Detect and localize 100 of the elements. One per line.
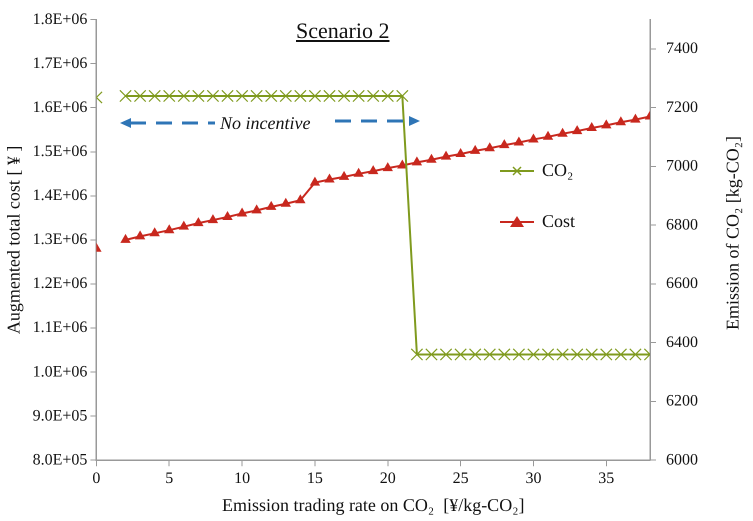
point (426, 154, 436, 163)
y-tick-label: 1.0E+06 (32, 363, 88, 380)
x-tick-label: 15 (306, 470, 323, 488)
point (178, 90, 190, 102)
point (600, 348, 613, 361)
point (148, 90, 161, 102)
point (425, 348, 438, 361)
point (208, 214, 218, 224)
y-tick-label: 1.6E+06 (32, 98, 88, 116)
point (514, 137, 524, 146)
y-tick-label: 1.8E+06 (32, 10, 88, 28)
point (164, 224, 174, 234)
point (222, 211, 232, 220)
x-tick-label: 25 (452, 470, 469, 488)
x-tick-label: 10 (234, 470, 250, 488)
x-tick-label: 30 (525, 470, 542, 488)
point (614, 348, 628, 361)
point (585, 348, 598, 361)
y-tick-label: 1.2E+06 (32, 275, 88, 292)
y2-tick-label: 6400 (666, 334, 698, 351)
point (192, 90, 205, 102)
point (236, 90, 248, 102)
point (280, 90, 292, 102)
point (630, 114, 640, 123)
point (556, 348, 569, 361)
point (616, 116, 626, 126)
y2-axis-title: Emission of CO₂ [kg-CO₂] (722, 136, 744, 330)
point (237, 208, 247, 216)
x-tick-label: 35 (598, 470, 614, 488)
point (410, 348, 424, 361)
y-axis-title: Augmented total cost [ ¥ ] (4, 146, 24, 334)
point (354, 168, 364, 177)
point (498, 348, 511, 361)
y-tick-label: 1.5E+06 (32, 142, 88, 160)
point (542, 348, 554, 361)
point (558, 128, 568, 137)
point (338, 90, 350, 102)
y2-tick-label: 6000 (666, 451, 698, 468)
y-tick-label: 8.0E+05 (32, 451, 88, 468)
point (194, 218, 204, 226)
point (264, 90, 278, 102)
point (206, 90, 220, 102)
y-tick-label: 1.1E+06 (32, 319, 88, 336)
point (398, 160, 408, 168)
point (570, 348, 584, 361)
point (162, 90, 176, 102)
point (512, 348, 526, 361)
point (396, 90, 409, 102)
point (441, 151, 451, 160)
point (484, 142, 495, 152)
point (483, 348, 496, 361)
legend-label: CO₂ (542, 160, 574, 181)
point (323, 90, 336, 102)
point (601, 120, 612, 128)
y-tick-label: 1.3E+06 (32, 231, 88, 248)
point (382, 162, 393, 172)
point (368, 166, 378, 174)
point (412, 156, 422, 166)
point (135, 230, 145, 240)
y-tick-label: 9.0E+05 (32, 407, 88, 424)
point (499, 140, 510, 148)
legend-label: Cost (542, 211, 576, 232)
point (352, 90, 365, 102)
y-tick-label: 1.7E+06 (32, 54, 88, 72)
point (296, 194, 306, 204)
point (339, 171, 349, 180)
point (294, 90, 307, 102)
y2-tick-label: 7400 (666, 40, 698, 58)
point (586, 122, 597, 131)
point (572, 126, 582, 134)
x-tick-label: 5 (165, 470, 174, 488)
point (178, 221, 189, 230)
point (120, 234, 130, 243)
x-tick-label: 20 (380, 470, 396, 488)
point (629, 348, 642, 361)
point (454, 348, 467, 361)
point (252, 204, 262, 214)
point (527, 348, 540, 361)
point (324, 174, 334, 183)
point (456, 148, 466, 157)
x-axis-title: Emission trading rate on CO₂ [¥/kg-CO₂] (222, 494, 524, 515)
annotation: No incentive (220, 113, 310, 134)
point (470, 145, 480, 154)
y2-tick-label: 7200 (666, 98, 698, 116)
point (440, 348, 452, 361)
point (280, 198, 291, 207)
point (134, 90, 146, 102)
point (266, 201, 276, 210)
point (221, 90, 234, 102)
point (382, 90, 394, 102)
y2-tick-label: 7000 (666, 158, 698, 175)
point (543, 131, 553, 140)
point (468, 348, 482, 361)
y2-tick-label: 6800 (666, 216, 698, 234)
point (250, 90, 263, 102)
x-tick-label: 0 (92, 470, 100, 488)
point (150, 228, 160, 236)
y2-tick-label: 6600 (666, 275, 698, 292)
point (366, 90, 380, 102)
y2-tick-label: 6200 (666, 392, 698, 410)
